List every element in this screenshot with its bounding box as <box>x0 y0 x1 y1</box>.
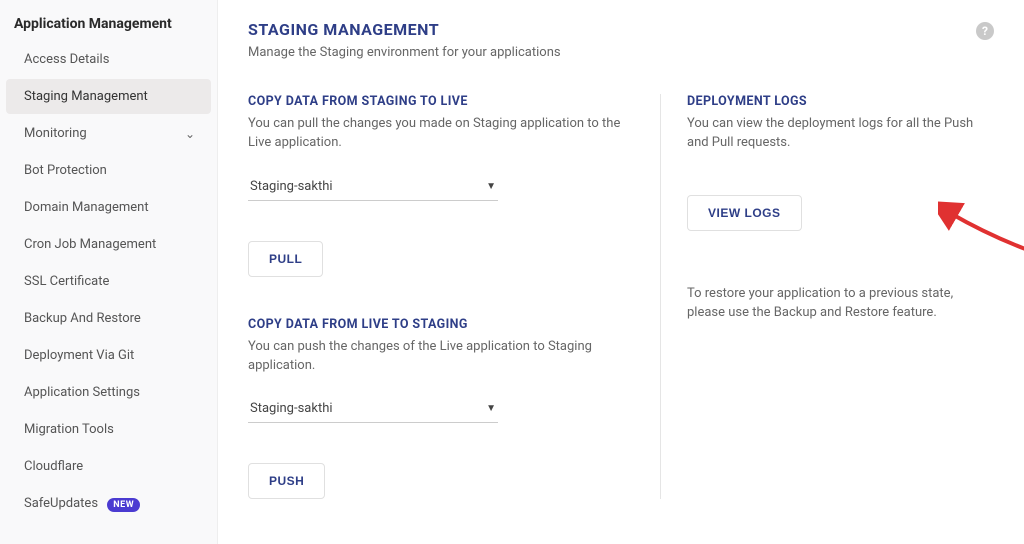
sidebar-item-migration-tools[interactable]: Migration Tools <box>6 412 211 447</box>
sidebar-item-ssl-certificate[interactable]: SSL Certificate <box>6 264 211 299</box>
sidebar-item-label: Domain Management <box>24 200 149 215</box>
column-left: COPY DATA FROM STAGING TO LIVE You can p… <box>248 94 628 499</box>
caret-down-icon: ▼ <box>486 181 496 192</box>
select-value: Staging-sakthi <box>250 179 333 194</box>
chevron-down-icon: ⌄ <box>185 127 195 141</box>
page-title: STAGING MANAGEMENT <box>248 20 994 39</box>
sidebar-item-label: SSL Certificate <box>24 274 109 289</box>
column-right: DEPLOYMENT LOGS You can view the deploym… <box>660 94 994 499</box>
sidebar-item-access-details[interactable]: Access Details <box>6 42 211 77</box>
push-button[interactable]: PUSH <box>248 463 325 499</box>
pull-button[interactable]: PULL <box>248 241 323 277</box>
sidebar-item-label: Migration Tools <box>24 422 114 437</box>
sidebar-item-label: SafeUpdates <box>24 496 98 511</box>
page-subtitle: Manage the Staging environment for your … <box>248 45 994 60</box>
sidebar-item-label: Access Details <box>24 52 109 67</box>
sidebar: Application Management Access Details St… <box>0 0 218 544</box>
sidebar-item-label: Staging Management <box>24 89 148 104</box>
sidebar-title: Application Management <box>0 12 217 42</box>
sidebar-item-label: Backup And Restore <box>24 311 141 326</box>
caret-down-icon: ▼ <box>486 403 496 414</box>
sidebar-item-label: Application Settings <box>24 385 140 400</box>
view-logs-button[interactable]: VIEW LOGS <box>687 195 802 231</box>
new-badge: NEW <box>107 498 140 512</box>
sidebar-item-label: Cloudflare <box>24 459 83 474</box>
section-title-deployment-logs: DEPLOYMENT LOGS <box>687 94 994 109</box>
sidebar-item-backup-and-restore[interactable]: Backup And Restore <box>6 301 211 336</box>
sidebar-item-label: Cron Job Management <box>24 237 156 252</box>
sidebar-item-bot-protection[interactable]: Bot Protection <box>6 153 211 188</box>
restore-note: To restore your application to a previou… <box>687 285 994 323</box>
select-value: Staging-sakthi <box>250 401 333 416</box>
section-desc-deployment-logs: You can view the deployment logs for all… <box>687 115 994 153</box>
staging-select-pull[interactable]: Staging-sakthi ▼ <box>248 175 498 201</box>
sidebar-item-deployment-via-git[interactable]: Deployment Via Git <box>6 338 211 373</box>
sidebar-item-cron-job-management[interactable]: Cron Job Management <box>6 227 211 262</box>
help-icon[interactable]: ? <box>976 22 994 40</box>
sidebar-item-staging-management[interactable]: Staging Management <box>6 79 211 114</box>
section-desc-copy-to-live: You can pull the changes you made on Sta… <box>248 115 628 153</box>
sidebar-item-label: Deployment Via Git <box>24 348 134 363</box>
main-content: ? STAGING MANAGEMENT Manage the Staging … <box>218 0 1024 544</box>
section-desc-copy-to-staging: You can push the changes of the Live app… <box>248 338 628 376</box>
staging-select-push[interactable]: Staging-sakthi ▼ <box>248 397 498 423</box>
section-title-copy-to-staging: COPY DATA FROM LIVE TO STAGING <box>248 317 628 332</box>
sidebar-item-application-settings[interactable]: Application Settings <box>6 375 211 410</box>
sidebar-item-cloudflare[interactable]: Cloudflare <box>6 449 211 484</box>
sidebar-item-label: Monitoring <box>24 126 87 141</box>
sidebar-item-label: Bot Protection <box>24 163 107 178</box>
sidebar-item-safeupdates[interactable]: SafeUpdates NEW <box>6 486 211 522</box>
sidebar-item-monitoring[interactable]: Monitoring ⌄ <box>6 116 211 151</box>
sidebar-item-domain-management[interactable]: Domain Management <box>6 190 211 225</box>
section-title-copy-to-live: COPY DATA FROM STAGING TO LIVE <box>248 94 628 109</box>
